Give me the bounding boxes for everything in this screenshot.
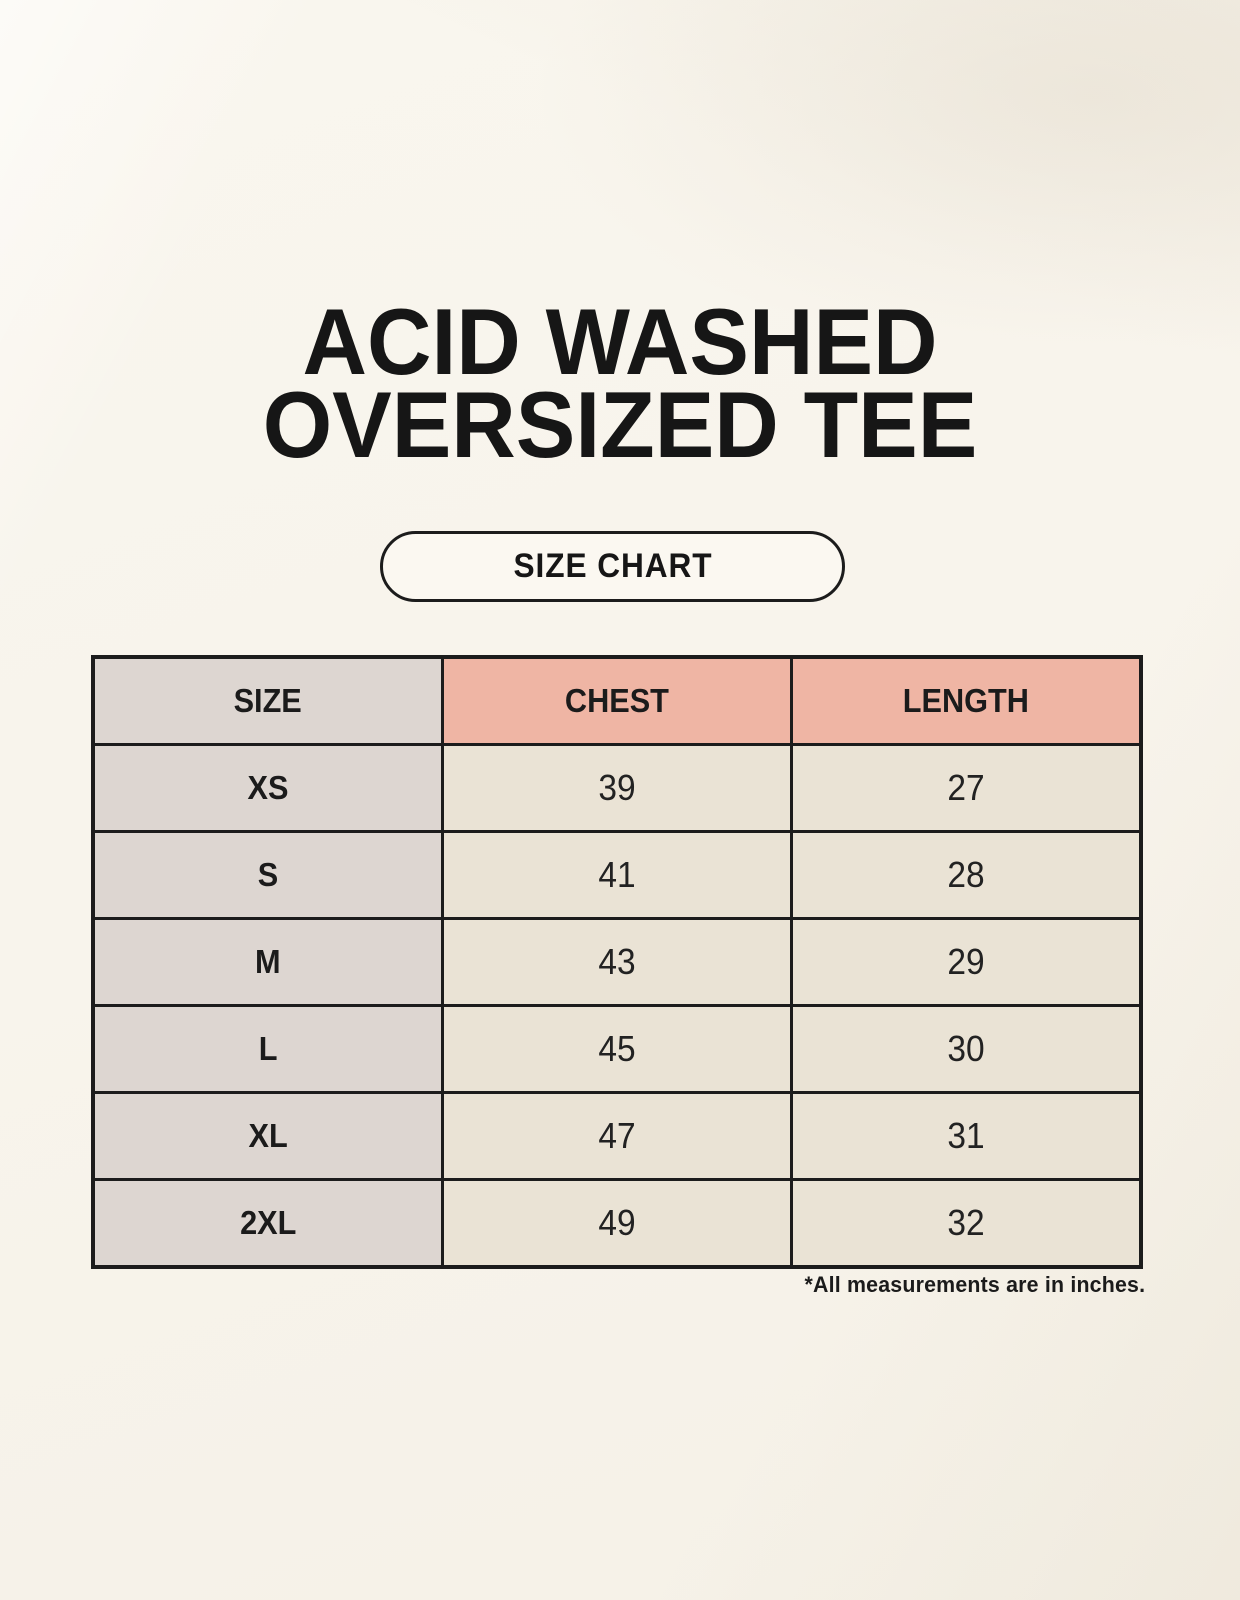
- chest-cell: 45: [440, 1004, 794, 1094]
- size-chart-button[interactable]: SIZE CHART: [380, 531, 845, 602]
- chest-cell: 47: [440, 1091, 794, 1181]
- table-row: 2XL 49 32: [91, 1178, 1143, 1269]
- header-length: LENGTH: [790, 655, 1143, 746]
- chest-cell: 43: [440, 917, 794, 1007]
- length-cell: 31: [790, 1091, 1143, 1181]
- size-cell: 2XL: [91, 1178, 444, 1269]
- size-cell: XL: [91, 1091, 444, 1181]
- length-cell: 28: [790, 830, 1143, 920]
- length-cell: 27: [790, 743, 1143, 833]
- table-row: XL 47 31: [91, 1091, 1143, 1181]
- chest-cell: 39: [440, 743, 794, 833]
- chest-cell: 41: [440, 830, 794, 920]
- table-row: S 41 28: [91, 830, 1143, 920]
- size-cell: XS: [91, 743, 444, 833]
- size-chart-table: SIZE CHEST LENGTH XS 39 27 S 41 28 M 43 …: [91, 655, 1143, 1269]
- header-chest: CHEST: [440, 655, 794, 746]
- length-cell: 29: [790, 917, 1143, 1007]
- chest-cell: 49: [440, 1178, 794, 1269]
- size-cell: M: [91, 917, 444, 1007]
- size-cell: S: [91, 830, 444, 920]
- length-cell: 30: [790, 1004, 1143, 1094]
- table-header-row: SIZE CHEST LENGTH: [91, 655, 1143, 746]
- page-title-line-2: OVERSIZED TEE: [262, 372, 978, 477]
- page-title: ACID WASHED OVERSIZED TEE: [31, 289, 1209, 477]
- size-cell: L: [91, 1004, 444, 1094]
- length-cell: 32: [790, 1178, 1143, 1269]
- header-size: SIZE: [91, 655, 444, 746]
- table-row: M 43 29: [91, 917, 1143, 1007]
- size-chart-button-label: SIZE CHART: [512, 547, 713, 585]
- measurements-footnote: *All measurements are in inches.: [804, 1272, 1145, 1297]
- table-row: XS 39 27: [91, 743, 1143, 833]
- page-title-line-1: ACID WASHED: [302, 289, 938, 394]
- table-row: L 45 30: [91, 1004, 1143, 1094]
